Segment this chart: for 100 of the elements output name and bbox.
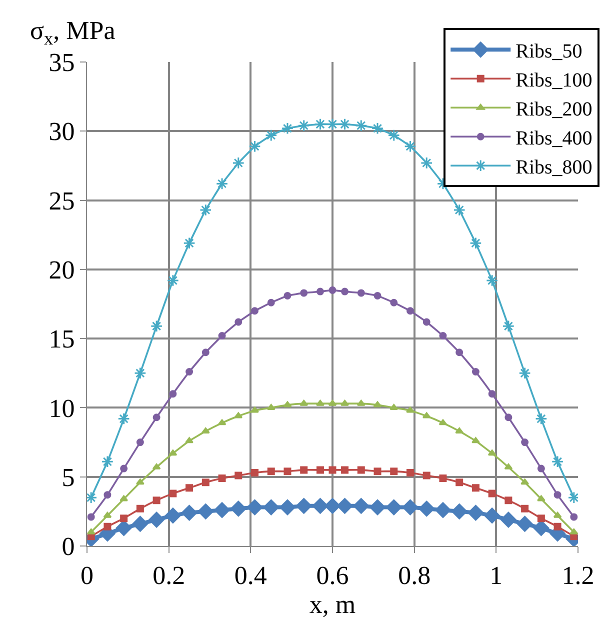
point bbox=[132, 516, 148, 532]
point bbox=[422, 412, 431, 418]
point bbox=[283, 401, 292, 408]
point bbox=[251, 307, 259, 315]
point bbox=[373, 401, 382, 408]
point bbox=[300, 400, 308, 406]
point bbox=[316, 466, 324, 474]
point bbox=[120, 464, 128, 472]
x-tick-label: 0.4 bbox=[234, 561, 267, 590]
point bbox=[166, 274, 180, 287]
point bbox=[553, 512, 562, 518]
point bbox=[328, 466, 336, 474]
point bbox=[218, 332, 226, 340]
point bbox=[300, 289, 308, 297]
point bbox=[218, 474, 226, 482]
point bbox=[103, 512, 112, 518]
point bbox=[516, 516, 533, 532]
x-tick-label: 0.6 bbox=[316, 561, 349, 590]
point bbox=[439, 474, 447, 482]
point bbox=[316, 400, 324, 406]
point bbox=[148, 512, 164, 528]
y-axis-title: σ$_{x}$, MPa bbox=[30, 16, 116, 48]
point bbox=[230, 500, 246, 517]
point bbox=[504, 414, 512, 422]
point bbox=[250, 406, 259, 413]
point bbox=[152, 496, 160, 504]
point bbox=[420, 156, 433, 170]
point bbox=[404, 140, 416, 152]
point bbox=[264, 129, 278, 142]
point bbox=[472, 484, 480, 492]
point bbox=[488, 450, 496, 456]
point bbox=[87, 528, 96, 534]
point bbox=[281, 122, 294, 135]
legend-label: Ribs_200 bbox=[516, 98, 592, 120]
point bbox=[246, 499, 263, 516]
point bbox=[234, 412, 243, 418]
point bbox=[181, 504, 198, 521]
x-tick-label: 0 bbox=[80, 561, 94, 590]
point bbox=[87, 513, 95, 521]
point bbox=[152, 414, 160, 422]
y-tick-label: 15 bbox=[48, 324, 75, 354]
y-tick-label: 35 bbox=[48, 48, 75, 78]
point bbox=[406, 468, 414, 476]
point bbox=[453, 204, 466, 216]
point bbox=[504, 496, 512, 504]
point bbox=[456, 478, 464, 486]
point bbox=[390, 298, 398, 306]
point bbox=[136, 438, 144, 446]
point bbox=[406, 307, 414, 315]
point bbox=[402, 499, 418, 516]
point bbox=[251, 468, 259, 476]
y-tick-label: 25 bbox=[48, 186, 75, 216]
point bbox=[134, 366, 146, 380]
legend-label: Ribs_400 bbox=[516, 127, 592, 150]
point bbox=[136, 504, 144, 512]
point bbox=[169, 390, 177, 398]
point bbox=[422, 472, 430, 480]
point bbox=[118, 412, 130, 425]
x-tick-label: 1.2 bbox=[562, 561, 594, 590]
point bbox=[266, 404, 276, 410]
point bbox=[104, 522, 112, 530]
point bbox=[324, 498, 340, 514]
point bbox=[202, 478, 210, 486]
point bbox=[186, 368, 194, 376]
x-tick-label: 1 bbox=[490, 561, 503, 590]
y-tick-label: 30 bbox=[48, 117, 75, 146]
point bbox=[488, 390, 496, 398]
point bbox=[520, 478, 530, 485]
point bbox=[472, 437, 480, 444]
point bbox=[312, 498, 328, 514]
point bbox=[438, 419, 448, 426]
legend-label: Ribs_50 bbox=[516, 40, 582, 62]
point bbox=[468, 504, 484, 521]
point bbox=[234, 318, 242, 326]
point bbox=[296, 498, 312, 514]
point bbox=[267, 298, 275, 306]
point bbox=[200, 204, 212, 216]
point bbox=[120, 495, 128, 502]
point bbox=[336, 498, 353, 514]
point bbox=[300, 466, 308, 474]
point bbox=[316, 288, 324, 296]
point bbox=[533, 520, 550, 536]
point bbox=[298, 119, 310, 132]
point bbox=[218, 419, 226, 426]
point bbox=[451, 504, 468, 520]
point bbox=[357, 289, 365, 297]
point bbox=[535, 412, 548, 425]
x-axis-title: x, m bbox=[309, 590, 356, 620]
point bbox=[418, 500, 435, 517]
point bbox=[232, 156, 245, 170]
point bbox=[198, 504, 214, 520]
point bbox=[116, 520, 132, 536]
x-tick-label: 0.8 bbox=[398, 561, 431, 590]
point bbox=[136, 478, 144, 485]
point bbox=[341, 466, 349, 474]
point bbox=[150, 320, 163, 332]
y-tick-label: 0 bbox=[62, 532, 75, 562]
y-tick-label: 5 bbox=[62, 462, 75, 492]
x-tick-label: 0.2 bbox=[152, 561, 186, 590]
point bbox=[439, 332, 447, 340]
